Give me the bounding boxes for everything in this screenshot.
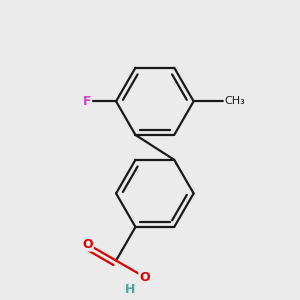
Text: H: H [125,284,135,296]
Text: CH₃: CH₃ [224,96,245,106]
Text: F: F [83,95,91,108]
Text: O: O [139,271,150,284]
Text: O: O [82,238,93,250]
